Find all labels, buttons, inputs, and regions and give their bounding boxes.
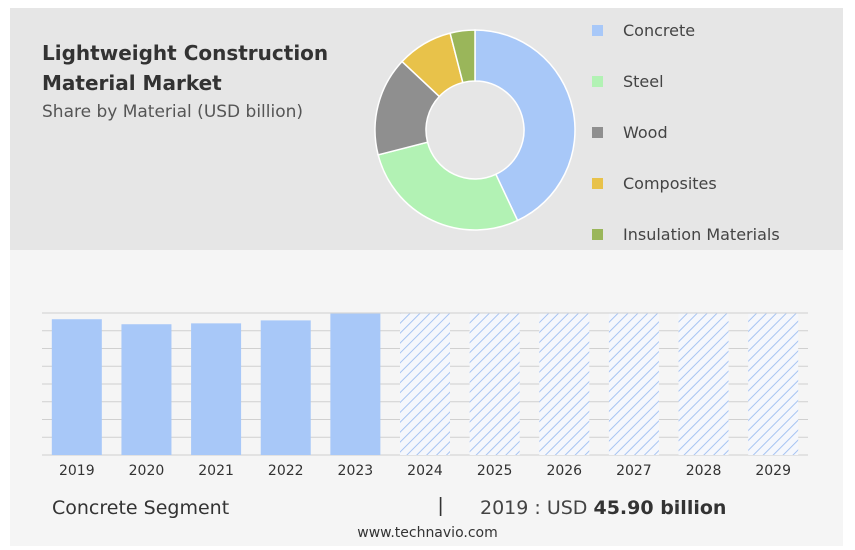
bar-2019 bbox=[51, 319, 102, 455]
legend-swatch bbox=[592, 24, 603, 36]
footer-separator: | bbox=[438, 495, 444, 517]
bar-2022 bbox=[260, 320, 311, 455]
legend-item-concrete: Concrete bbox=[592, 18, 695, 42]
bar-2028 bbox=[678, 313, 729, 455]
legend-label: Steel bbox=[623, 71, 664, 91]
x-tick-label: 2019 bbox=[59, 463, 95, 479]
donut-slice-concrete bbox=[474, 29, 576, 222]
footer-value: 2019 : USD 45.90 billion bbox=[480, 497, 726, 519]
chart-subtitle: Share by Material (USD billion) bbox=[42, 102, 304, 122]
donut-slice-insulation-materials bbox=[449, 29, 476, 84]
bar-2026 bbox=[539, 313, 590, 455]
x-tick-label: 2022 bbox=[268, 463, 304, 479]
bar-2027 bbox=[608, 313, 659, 455]
legend-label: Wood bbox=[623, 122, 668, 142]
x-tick-label: 2026 bbox=[546, 463, 582, 479]
legend-item-wood: Wood bbox=[592, 120, 668, 144]
footer-segment: Concrete Segment bbox=[52, 497, 230, 519]
donut-slice-steel bbox=[377, 141, 519, 231]
x-tick-label: 2025 bbox=[477, 463, 513, 479]
legend-item-composites: Composites bbox=[592, 171, 717, 195]
bar-2021 bbox=[191, 323, 242, 455]
legend-item-insulation-materials: Insulation Materials bbox=[592, 222, 780, 246]
title-line-1: Lightweight Construction bbox=[42, 41, 329, 65]
footer-source: www.technavio.com bbox=[357, 525, 498, 541]
title-line-2: Material Market bbox=[42, 71, 222, 95]
bar-2023 bbox=[330, 313, 381, 455]
footer-value-bold: 45.90 billion bbox=[593, 497, 727, 519]
x-tick-label: 2021 bbox=[198, 463, 234, 479]
bar-chart: 2019 2020 2021 2022 2023 2024 2025 2026 2027 2028… bbox=[42, 312, 808, 479]
chart-title: Lightweight Construction Material Market bbox=[42, 38, 342, 98]
legend-item-steel: Steel bbox=[592, 69, 664, 93]
bar-2020 bbox=[121, 324, 172, 455]
x-tick-label: 2020 bbox=[129, 463, 165, 479]
bar-2025 bbox=[469, 313, 520, 455]
legend-swatch bbox=[592, 75, 603, 87]
x-tick-label: 2028 bbox=[686, 463, 722, 479]
legend-swatch bbox=[592, 228, 603, 240]
legend-label: Composites bbox=[623, 173, 717, 193]
legend-swatch bbox=[592, 126, 603, 138]
x-tick-label: 2029 bbox=[755, 463, 791, 479]
x-tick-label: 2023 bbox=[338, 463, 374, 479]
legend-label: Concrete bbox=[623, 20, 696, 40]
bar-2029 bbox=[748, 313, 799, 455]
x-tick-label: 2024 bbox=[407, 463, 443, 479]
bar-2024 bbox=[400, 313, 450, 455]
donut-chart bbox=[374, 29, 576, 231]
legend-label: Insulation Materials bbox=[623, 224, 780, 244]
x-tick-label: 2027 bbox=[616, 463, 652, 479]
footer-value-prefix: 2019 : USD bbox=[480, 497, 588, 519]
legend-swatch bbox=[592, 177, 603, 189]
